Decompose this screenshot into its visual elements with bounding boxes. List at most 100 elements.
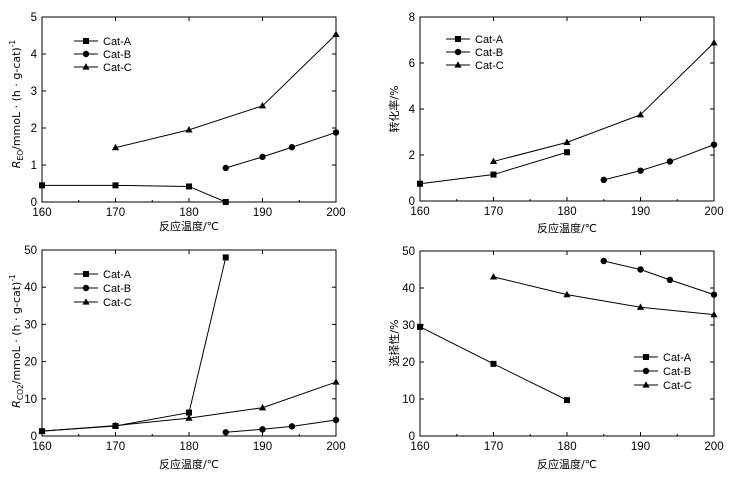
selectivity-x-tick-label: 180 — [557, 441, 576, 453]
panel-selectivity: 160 170 180 190 200 0 10 20 30 40 50 Cat-A Cat-B Cat-… — [387, 246, 724, 471]
selectivity-x-tick-label: 170 — [484, 441, 503, 453]
r-eo-y-tick-label: 5 — [31, 12, 37, 24]
conversion-legend-marker-cat-c — [454, 61, 462, 68]
conversion-legend-label-cat-c: Cat-C — [475, 60, 504, 72]
r-eo-legend-marker-cat-b — [82, 50, 90, 58]
conversion-legend-label-cat-a: Cat-A — [475, 34, 504, 46]
selectivity-point-cat-c — [563, 290, 571, 298]
r-co2-point-cat-c — [258, 403, 267, 411]
panel-r-eo-xlabel: 反应温度/℃ — [159, 219, 219, 233]
conversion-x-tick-label: 180 — [557, 206, 576, 218]
r-co2-y-tick-label: 0 — [31, 431, 37, 443]
conversion-y-tick-label: 2 — [409, 150, 415, 162]
selectivity-y-tick-label: 40 — [402, 283, 415, 295]
panel-r-co2: 160 170 180 190 200 0 10 20 30 40 50 Cat-A Cat-B Cat-… — [8, 245, 346, 471]
conversion-x-tick-label: 170 — [484, 206, 503, 218]
panel-r-eo-ylabel-sub: EO — [16, 150, 25, 161]
panel-r-co2-ylabel-rest: /mmoL · (h · g-cat) — [10, 282, 23, 385]
r-eo-legend-label-cat-b: Cat-B — [103, 49, 131, 61]
r-eo-legend-label-cat-a: Cat-A — [103, 36, 132, 48]
panel-r-co2-ylabel-main: R — [10, 400, 23, 408]
panel-r-co2-ylabel: RCO2/mmoL · (h · g-cat)-1 — [8, 274, 25, 408]
r-eo-y-tick-label: 1 — [31, 160, 37, 172]
selectivity-point-cat-b — [637, 266, 644, 273]
r-co2-x-tick-label: 190 — [253, 441, 272, 453]
panel-r-eo-ylabel-sup: -1 — [8, 40, 17, 48]
conversion-x-tick-label: 160 — [410, 206, 429, 218]
selectivity-point-cat-a — [564, 397, 570, 404]
panel-r-co2-xlabel: 反应温度/℃ — [159, 457, 219, 471]
conversion-point-cat-c — [489, 157, 498, 165]
r-co2-point-cat-a — [186, 409, 192, 416]
r-co2-legend-label-cat-a: Cat-A — [103, 269, 132, 281]
conversion-point-cat-b — [637, 167, 644, 174]
r-co2-x-tick-label: 180 — [179, 441, 198, 453]
r-eo-point-cat-a — [39, 182, 45, 189]
r-eo-point-cat-a — [112, 182, 119, 189]
conversion-point-cat-b — [710, 141, 718, 148]
r-eo-point-cat-c — [258, 102, 267, 109]
panel-conversion-ylabel: 转化率/% — [387, 85, 401, 132]
conversion-point-cat-a — [564, 149, 570, 156]
selectivity-legend-label-cat-c: Cat-C — [663, 380, 692, 392]
r-eo-series-line-cat-b — [225, 131, 337, 169]
r-co2-series-line-cat-b — [225, 419, 337, 433]
r-eo-y-tick-label: 0 — [31, 197, 37, 209]
selectivity-y-tick-label: 10 — [402, 394, 415, 406]
selectivity-y-tick-label: 20 — [402, 357, 415, 369]
selectivity-point-cat-b — [666, 276, 674, 284]
selectivity-point-cat-b — [600, 257, 607, 265]
r-co2-legend-marker-cat-c — [82, 298, 90, 305]
conversion-series-line-cat-b — [603, 144, 715, 181]
r-eo-x-tick-label: 170 — [106, 207, 125, 219]
r-co2-point-cat-c — [111, 421, 120, 429]
r-co2-legend-label-cat-c: Cat-C — [103, 297, 132, 309]
r-eo-point-cat-b — [222, 164, 229, 172]
r-eo-plot-frame — [41, 16, 337, 203]
panel-conversion-xlabel: 反应温度/℃ — [537, 221, 597, 235]
selectivity-point-cat-c — [489, 273, 498, 280]
panel-selectivity-ylabel: 选择性/% — [387, 319, 401, 366]
panel-r-eo-ylabel-main: R — [10, 161, 23, 169]
r-eo-x-tick-label: 190 — [253, 207, 272, 219]
selectivity-x-tick-label: 160 — [410, 441, 429, 453]
conversion-x-tick-label: 200 — [704, 206, 723, 218]
r-co2-x-tick-label: 160 — [32, 441, 51, 453]
r-eo-point-cat-b — [288, 144, 296, 151]
r-eo-point-cat-c — [332, 30, 340, 37]
conversion-point-cat-a — [490, 171, 497, 178]
conversion-y-tick-label: 4 — [409, 104, 416, 116]
conversion-legend-marker-cat-b — [454, 48, 462, 56]
r-co2-point-cat-b — [222, 429, 229, 436]
r-co2-point-cat-c — [38, 427, 46, 434]
r-co2-point-cat-c — [332, 378, 340, 385]
r-eo-legend-label-cat-c: Cat-C — [103, 62, 132, 74]
selectivity-point-cat-a — [417, 323, 423, 330]
panel-selectivity-plot: 160 170 180 190 200 0 10 20 30 40 50 Cat-A Cat-B Cat-… — [402, 246, 723, 453]
r-eo-x-tick-label: 200 — [326, 207, 345, 219]
conversion-y-tick-label: 0 — [409, 196, 415, 208]
conversion-y-tick-label: 6 — [409, 58, 415, 70]
r-co2-series-line-cat-a — [41, 257, 227, 432]
r-eo-y-tick-label: 4 — [31, 49, 38, 61]
r-eo-point-cat-c — [185, 126, 193, 133]
conversion-point-cat-b — [600, 176, 607, 184]
selectivity-legend-label-cat-a: Cat-A — [663, 352, 692, 364]
r-co2-y-tick-label: 20 — [24, 357, 37, 369]
conversion-legend-label-cat-b: Cat-B — [475, 47, 503, 59]
conversion-point-cat-c — [636, 110, 645, 118]
selectivity-y-tick-label: 50 — [402, 246, 415, 258]
conversion-series-line-cat-c — [493, 42, 715, 162]
r-co2-y-tick-label: 50 — [24, 245, 37, 257]
selectivity-point-cat-c — [636, 303, 645, 310]
r-co2-legend-label-cat-b: Cat-B — [103, 283, 131, 295]
r-eo-series-line-cat-c — [115, 34, 337, 149]
r-eo-point-cat-c — [111, 143, 120, 151]
selectivity-legend-marker-cat-b — [642, 367, 650, 375]
r-eo-y-tick-label: 2 — [31, 123, 37, 135]
panel-r-eo-ylabel-rest: /mmoL · (h · g-cat) — [10, 47, 23, 150]
